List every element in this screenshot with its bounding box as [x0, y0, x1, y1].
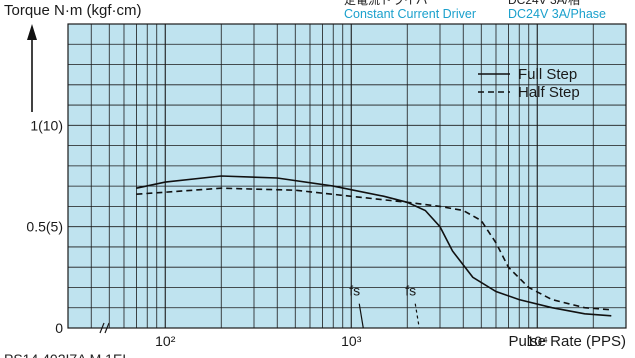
y-axis-title: Torque N·m (kgf·cm) — [4, 2, 142, 19]
axis-break-mark — [104, 322, 110, 334]
plot-frame — [67, 23, 627, 329]
x-axis-title: Pulse Rate (PPS) — [508, 333, 626, 350]
header-voltage-en: DC24V 3A/Phase — [508, 7, 606, 21]
header-voltage-jp: DC24V 3A/相 — [508, 0, 580, 7]
plot-background — [68, 24, 626, 328]
y-tick-label: 1(10) — [30, 117, 63, 133]
curve-layer — [136, 175, 612, 329]
y-axis-arrowhead — [27, 24, 37, 40]
grid-layer — [67, 23, 627, 334]
header-driver-jp: 定電流ドライバ — [344, 0, 428, 7]
axis-break-mark — [99, 322, 105, 334]
footer-cut-text: PS14 402I7A M 1EI — [4, 351, 126, 358]
y-tick-label: 0.5(5) — [26, 219, 63, 235]
y-tick-label: 0 — [55, 320, 63, 336]
full-step-curve — [136, 175, 612, 317]
x-tick-label: 10² — [155, 333, 176, 349]
legend-label: Half Step — [518, 84, 580, 101]
fs-marker-line — [358, 303, 364, 329]
fs-marker-line — [414, 303, 420, 329]
fs-label: fs — [405, 283, 416, 299]
header-driver-en: Constant Current Driver — [344, 7, 476, 21]
fs-label: fs — [349, 283, 360, 299]
x-tick-label: 10⁴ — [526, 333, 548, 349]
legend-label: Full Step — [518, 66, 577, 83]
x-tick-label: 10³ — [341, 333, 362, 349]
